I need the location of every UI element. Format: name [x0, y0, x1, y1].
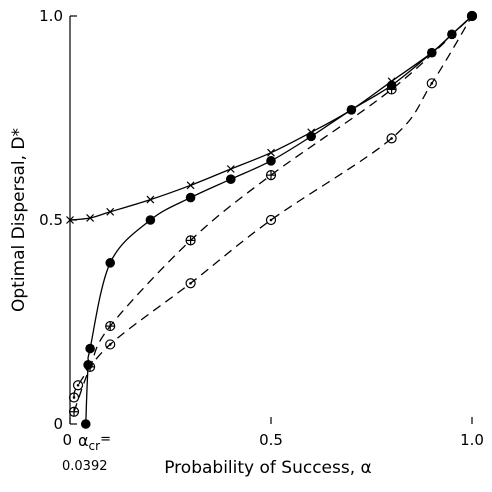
y-axis-ticks: 0 0.5 1.0: [39, 7, 77, 433]
circle-plus-marker: [68, 406, 80, 417]
series-filled-circle: [80, 11, 477, 429]
filled-circle-marker: [145, 215, 156, 225]
x-axis-ticks: 0 0.5 1.0: [62, 417, 484, 449]
filled-circle-marker: [105, 258, 115, 268]
filled-circle-marker: [266, 156, 276, 166]
x-marker: [106, 207, 115, 216]
x-axis-title: Probability of Success, α: [164, 458, 372, 478]
circle-dot-marker: [105, 339, 116, 350]
series-line-filled-circle: [85, 15, 473, 425]
x-tick-label: 0.5: [259, 431, 283, 449]
x-marker: [146, 195, 155, 204]
x-marker: [186, 181, 195, 190]
series-circle-dot: [68, 10, 478, 403]
circle-dot-marker: [265, 214, 277, 226]
filled-circle-marker: [447, 29, 457, 40]
x-marker: [66, 216, 74, 224]
filled-circle-marker: [306, 131, 317, 142]
x-tick-label: 1.0: [460, 431, 484, 449]
filled-circle-marker: [185, 192, 196, 203]
filled-circle-marker: [427, 47, 437, 58]
filled-circle-marker: [80, 419, 91, 429]
circle-dot-marker: [185, 278, 196, 289]
alpha-critical-annotation: αcr= 0.0392: [62, 431, 111, 474]
y-axis-title: Optimal Dispersal, D*: [9, 128, 29, 312]
x-marker: [267, 148, 275, 157]
y-tick-label: 1.0: [39, 7, 63, 25]
circle-plus-marker: [105, 320, 116, 332]
y-tick-label: 0: [53, 415, 63, 433]
circle-dot-marker: [426, 78, 437, 89]
alpha-critical-value: 0.0392: [62, 459, 108, 474]
series-x: [66, 12, 476, 224]
svg-text:αcr=: αcr=: [78, 431, 111, 453]
series-line-circle-plus: [73, 15, 473, 413]
filled-circle-marker: [85, 343, 95, 354]
circle-dot-marker: [68, 392, 80, 403]
x-marker: [86, 214, 95, 222]
alpha-critical-symbol: α: [78, 431, 89, 450]
x-marker: [226, 165, 235, 173]
y-tick-label: 0.5: [39, 211, 63, 229]
x-tick-label: 0: [62, 431, 72, 449]
circle-plus-marker: [265, 170, 277, 181]
circle-dot-marker: [386, 133, 397, 144]
alpha-critical-subscript: cr: [89, 439, 101, 453]
circle-dot-marker: [72, 380, 84, 391]
alpha-critical-equals: =: [100, 432, 111, 447]
circle-plus-marker: [386, 84, 397, 95]
filled-circle-marker: [346, 105, 357, 115]
circle-plus-marker: [185, 235, 196, 246]
series-layer: [66, 10, 478, 429]
filled-circle-marker: [226, 174, 236, 184]
series-circle-plus: [68, 10, 478, 417]
circle-dot-marker: [466, 10, 478, 22]
series-line-circle-dot: [73, 15, 473, 398]
